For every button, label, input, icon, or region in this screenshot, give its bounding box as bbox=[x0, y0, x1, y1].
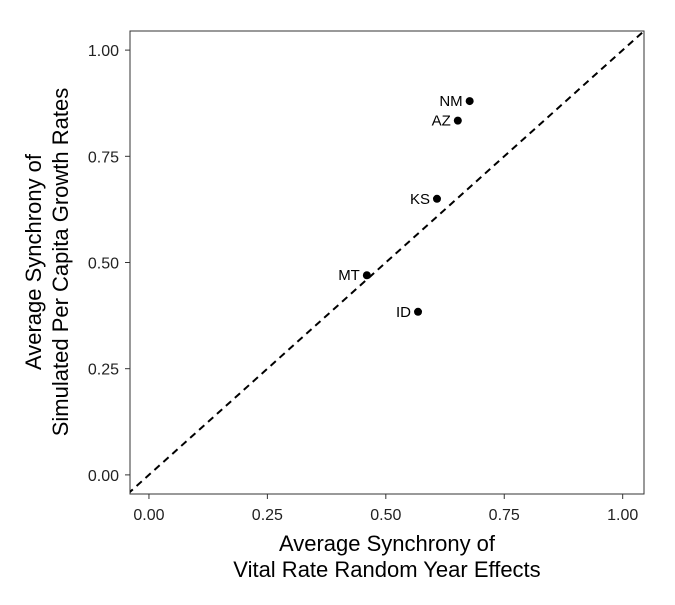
y-axis-title-line: Average Synchrony of bbox=[21, 153, 46, 370]
y-tick-label: 0.75 bbox=[88, 149, 119, 166]
x-tick-label: 0.75 bbox=[489, 507, 520, 524]
y-tick-label: 0.25 bbox=[88, 362, 119, 379]
point-label-id: ID bbox=[396, 304, 411, 321]
point-label-az: AZ bbox=[432, 113, 451, 130]
y-tick-label: 0.50 bbox=[88, 256, 119, 273]
data-point-az bbox=[453, 116, 462, 125]
data-point-nm bbox=[465, 97, 474, 106]
x-tick-label: 1.00 bbox=[607, 507, 638, 524]
data-point-id bbox=[414, 307, 423, 316]
data-point-ks bbox=[432, 194, 441, 203]
x-tick-label: 0.00 bbox=[133, 507, 164, 524]
y-tick-label: 1.00 bbox=[88, 43, 119, 60]
point-label-mt: MT bbox=[338, 267, 360, 284]
y-tick-label: 0.00 bbox=[88, 468, 119, 485]
plot-layer: 0.00 0.25 0.50 0.75 1.00 0.00 0.25 0.50 0.75 1.00… bbox=[21, 30, 645, 582]
point-label-nm: NM bbox=[439, 93, 462, 110]
data-point-mt bbox=[362, 271, 371, 280]
x-tick-label: 0.25 bbox=[252, 507, 283, 524]
point-label-ks: KS bbox=[410, 191, 430, 208]
x-axis-title-line: Average Synchrony of bbox=[279, 531, 496, 556]
x-tick-label: 0.50 bbox=[370, 507, 401, 524]
reference-line-1-to-1 bbox=[130, 31, 644, 494]
y-axis-title-line: Simulated Per Capita Growth Rates bbox=[48, 88, 73, 437]
x-axis-title-line: Vital Rate Random Year Effects bbox=[233, 557, 540, 582]
